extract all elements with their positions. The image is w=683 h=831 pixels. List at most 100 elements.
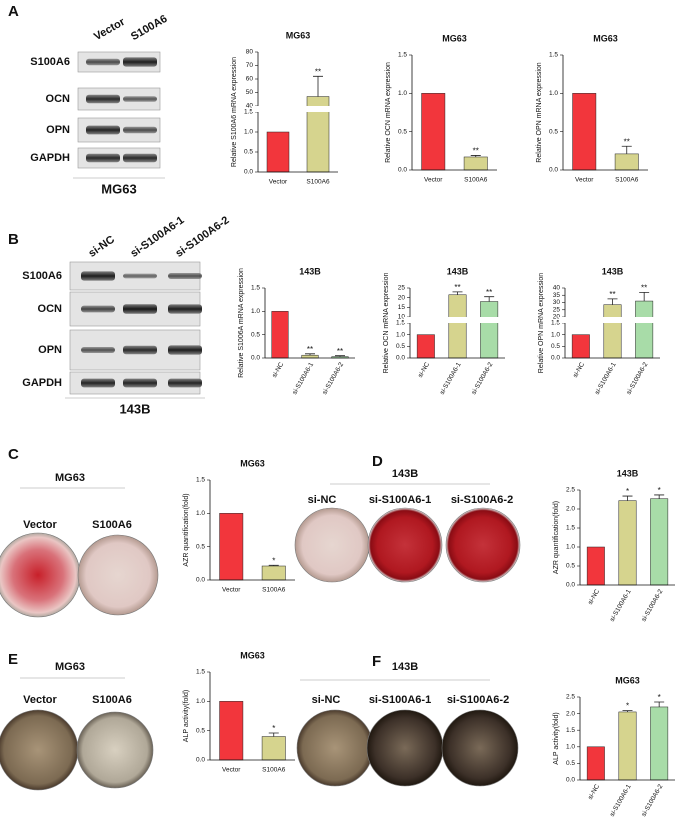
y-tick-label: 80 [246, 49, 254, 56]
significance-mark: ** [473, 147, 479, 156]
y-tick-label: 1.0 [566, 544, 575, 551]
axis-break-gap [252, 106, 338, 112]
y-tick-label: 70 [246, 62, 254, 69]
y-tick-label: 0.5 [196, 543, 205, 550]
y-tick-label: 1.0 [566, 744, 575, 751]
y-tick-label: 1.5 [196, 477, 205, 484]
chart-title: MG63 [442, 33, 467, 43]
stained-well [445, 507, 521, 583]
y-tick-label: 50 [246, 89, 254, 96]
y-tick-label: 2.0 [566, 506, 575, 513]
bar [480, 301, 499, 359]
y-tick-label: 0.5 [566, 563, 575, 570]
x-tick-label: S100A6 [464, 177, 488, 184]
group-label: Vector [23, 694, 57, 706]
significance-mark: ** [454, 283, 460, 292]
error-bar [313, 75, 323, 97]
significance-mark: * [658, 693, 661, 702]
protein-label: OPN [38, 344, 62, 356]
y-tick-label: 0.5 [196, 727, 205, 734]
bar [603, 304, 622, 359]
x-tick-label: si-S100A6-2 [640, 783, 664, 818]
blot-band [123, 126, 157, 134]
significance-mark: ** [624, 137, 630, 146]
blot-band [123, 304, 157, 314]
error-bar [470, 155, 481, 157]
blot-band [168, 304, 202, 314]
x-tick-label: Vector [269, 179, 288, 186]
x-tick-label: S100A6 [262, 587, 286, 594]
y-tick-label: 0.0 [551, 355, 560, 362]
x-tick-label: si-NC [271, 361, 285, 379]
y-tick-label: 0.0 [251, 355, 260, 362]
protein-label: GAPDH [30, 152, 70, 164]
blot-band [86, 58, 120, 66]
y-tick-label: 20 [398, 294, 406, 301]
y-axis-label: Relative S100A6 mRNA expression [231, 57, 238, 167]
protein-label: GAPDH [22, 377, 62, 389]
error-bar [305, 353, 315, 356]
cell-line-label: 143B [392, 661, 418, 673]
error-bar [654, 494, 665, 499]
chart-title: 143B [602, 266, 624, 276]
x-tick-label: si-S100A6-2 [640, 588, 664, 623]
error-bar [484, 296, 495, 302]
blot-band [168, 378, 202, 388]
x-tick-label: S100A6 [306, 179, 330, 186]
x-tick-label: si-S100A6-2 [625, 361, 649, 396]
stained-well [0, 532, 81, 618]
error-bar [621, 145, 632, 154]
bar [650, 498, 669, 586]
x-tick-label: si-S100A6-1 [609, 588, 633, 623]
axis-break-gap [559, 317, 660, 323]
y-tick-label: 2.0 [566, 710, 575, 717]
lane-label: Vector [92, 16, 128, 44]
y-tick-label: 0.0 [396, 355, 405, 362]
significance-mark: ** [315, 67, 321, 76]
y-tick-label: 0.0 [196, 757, 205, 764]
y-tick-label: 0.0 [566, 777, 575, 784]
bar [421, 93, 446, 171]
y-tick-label: 1.0 [396, 331, 405, 338]
bar [261, 736, 286, 761]
x-tick-label: si-NC [587, 783, 601, 801]
bar [448, 294, 467, 359]
y-tick-label: 0.5 [566, 760, 575, 767]
x-tick-label: si-S100A6-1 [609, 783, 633, 818]
panel-letter: F [372, 653, 381, 670]
y-tick-label: 0.5 [549, 128, 558, 135]
lane-label: si-NC [87, 234, 117, 260]
bar [301, 354, 319, 359]
cell-line-label: MG63 [101, 181, 136, 196]
significance-mark: ** [486, 288, 492, 297]
stained-well [366, 709, 444, 787]
x-tick-label: Vector [575, 177, 594, 184]
y-tick-label: 10 [398, 314, 406, 321]
x-tick-label: si-S100A6-1 [291, 361, 315, 396]
y-tick-label: 25 [398, 285, 406, 292]
bar [618, 500, 637, 586]
significance-mark: * [626, 702, 629, 711]
chart-title: MG63 [593, 33, 618, 43]
chart-title: MG63 [240, 650, 265, 660]
blot-band [123, 345, 157, 355]
chart-title: 143B [299, 266, 321, 276]
bar [586, 546, 605, 586]
bar [416, 334, 435, 359]
y-tick-label: 40 [553, 285, 561, 292]
significance-mark: ** [609, 290, 615, 299]
y-tick-label: 0.0 [566, 582, 575, 589]
error-bar [335, 355, 345, 357]
y-tick-label: 0.5 [244, 149, 253, 156]
y-axis-label: ALP activity(fold) [183, 690, 190, 742]
x-tick-label: Vector [424, 177, 443, 184]
y-tick-label: 0.0 [196, 577, 205, 584]
group-label: S100A6 [92, 519, 132, 531]
y-tick-label: 60 [246, 76, 254, 83]
y-tick-label: 0.0 [398, 167, 407, 174]
error-bar [268, 732, 279, 737]
stained-well [441, 709, 519, 787]
y-tick-label: 0.5 [251, 331, 260, 338]
bar [219, 513, 244, 581]
